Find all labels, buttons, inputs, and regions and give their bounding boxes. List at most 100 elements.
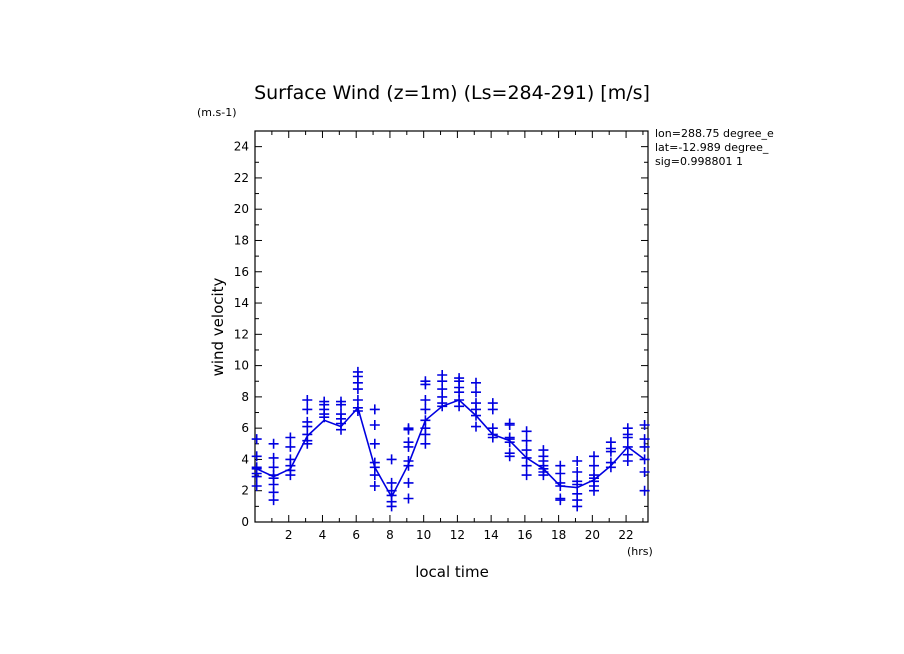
data-point	[268, 452, 279, 463]
data-point	[437, 401, 448, 412]
y-tick-label: 8	[241, 390, 249, 404]
data-point	[369, 481, 380, 491]
data-point	[420, 404, 431, 415]
data-point	[589, 485, 599, 496]
data-point	[639, 467, 650, 477]
data-point	[521, 426, 532, 437]
y-unit-label: (m.s-1)	[197, 106, 237, 119]
data-point	[403, 493, 414, 504]
data-point	[454, 401, 465, 412]
data-point	[572, 479, 583, 490]
data-point	[572, 467, 583, 477]
info-lat: lat=-12.989 degree_	[655, 141, 769, 154]
data-point	[369, 404, 380, 415]
data-point	[605, 462, 616, 473]
data-point	[352, 384, 363, 395]
y-tick-label: 24	[234, 140, 249, 154]
data-point	[302, 395, 313, 405]
y-tick-label: 0	[241, 515, 249, 529]
data-point	[268, 495, 279, 506]
x-unit-label: (hrs)	[627, 545, 653, 558]
y-tick-label: 6	[241, 421, 249, 435]
data-point	[487, 432, 498, 443]
data-point	[471, 421, 481, 432]
data-point	[504, 420, 515, 430]
data-point	[487, 404, 498, 415]
x-tick-label: 10	[416, 528, 431, 542]
data-point	[572, 501, 583, 512]
info-clip	[780, 126, 904, 176]
x-tick-label: 14	[483, 528, 498, 542]
data-point	[251, 481, 262, 491]
data-point	[302, 404, 313, 415]
y-tick-label: 4	[241, 452, 249, 466]
y-tick-label: 18	[234, 233, 249, 247]
data-point	[386, 501, 397, 512]
info-lon: lon=288.75 degree_e	[655, 127, 774, 140]
data-point	[538, 470, 549, 481]
x-tick-label: 22	[618, 528, 633, 542]
data-point	[639, 420, 650, 430]
data-point	[639, 485, 650, 496]
y-tick-label: 10	[234, 359, 249, 373]
x-axis-label: local time	[415, 563, 489, 581]
data-point	[420, 395, 431, 405]
chart-title: Surface Wind (z=1m) (Ls=284-291) [m/s]	[254, 82, 650, 104]
x-tick-label: 2	[285, 528, 293, 542]
data-point	[251, 451, 262, 462]
data-point	[639, 454, 650, 465]
data-point	[285, 470, 296, 481]
data-point	[336, 424, 346, 435]
data-point	[336, 399, 346, 410]
data-point	[471, 410, 481, 421]
data-point	[589, 451, 599, 462]
data-point	[605, 446, 616, 457]
data-point	[555, 468, 566, 479]
data-point	[403, 424, 414, 435]
data-point	[589, 460, 599, 471]
data-point	[369, 438, 380, 449]
data-point	[319, 412, 330, 423]
data-point	[504, 437, 515, 448]
y-axis-label: wind velocity	[209, 277, 227, 376]
y-tick-label: 16	[234, 265, 249, 279]
plot-area	[251, 366, 650, 512]
data-point	[285, 441, 296, 452]
x-tick-label: 20	[585, 528, 600, 542]
data-point	[403, 460, 414, 471]
data-point	[403, 441, 414, 452]
y-tick-label: 2	[241, 484, 249, 498]
x-tick-label: 6	[352, 528, 360, 542]
data-point	[352, 406, 363, 416]
data-point	[302, 438, 313, 449]
x-tick-label: 12	[450, 528, 465, 542]
y-tick-label: 22	[234, 171, 249, 185]
data-point	[420, 429, 431, 440]
data-point	[369, 470, 380, 481]
plot-frame	[254, 130, 649, 523]
data-point	[386, 454, 397, 465]
data-point	[251, 434, 262, 445]
data-point	[521, 460, 532, 471]
info-box: lon=288.75 degree_e lat=-12.989 degree_ …	[655, 127, 774, 168]
data-point	[572, 456, 583, 466]
data-point	[521, 470, 532, 481]
x-tick-label: 18	[551, 528, 566, 542]
data-point	[471, 377, 481, 388]
x-tick-label: 4	[319, 528, 327, 542]
data-point	[403, 477, 414, 488]
data-point	[285, 432, 296, 443]
y-tick-label: 20	[234, 202, 249, 216]
data-point	[268, 438, 279, 449]
data-point	[504, 451, 515, 462]
x-tick-label: 8	[386, 528, 394, 542]
data-point	[471, 387, 481, 398]
y-tick-label: 12	[234, 327, 249, 341]
y-tick-label: 14	[234, 296, 249, 310]
mean-line	[256, 399, 646, 499]
data-point	[420, 438, 431, 449]
data-point	[521, 435, 532, 446]
data-point	[622, 432, 633, 443]
